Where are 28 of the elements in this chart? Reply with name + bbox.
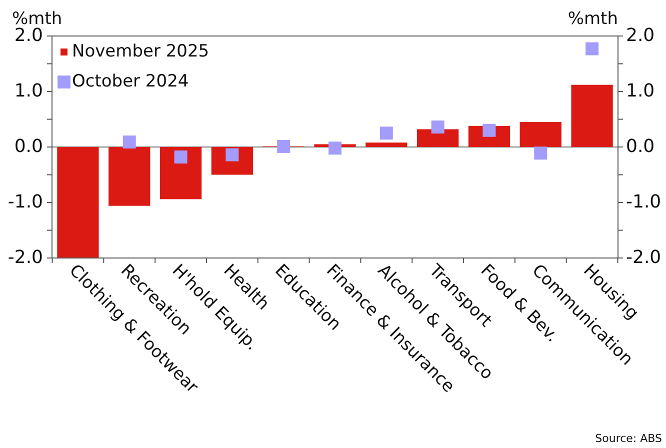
- bar: [416, 129, 459, 147]
- bar: [108, 147, 150, 206]
- point: [534, 146, 548, 160]
- point: [431, 120, 444, 134]
- y-tick-label: 0.0: [14, 136, 43, 157]
- y2-tick-label: 2.0: [626, 24, 655, 46]
- point: [586, 42, 599, 56]
- y2-tick-label: -2.0: [626, 246, 662, 268]
- point: [380, 126, 393, 140]
- point: [328, 142, 342, 155]
- y-tick-label: -2.0: [8, 246, 43, 268]
- bar: [571, 84, 613, 147]
- source-note: Source: ABS: [595, 432, 662, 445]
- y2-tick-label: 1.0: [626, 80, 655, 102]
- y2-tick-label: 0.0: [626, 136, 655, 157]
- bar: [160, 147, 202, 200]
- point: [122, 136, 136, 149]
- y2-axis-title: %mth: [568, 9, 618, 29]
- legend-label: October 2024: [72, 72, 189, 92]
- bar: [366, 142, 408, 147]
- point: [174, 150, 188, 164]
- bar: [520, 122, 562, 147]
- bar: [57, 147, 99, 258]
- y2-tick-label: -1.0: [626, 191, 662, 212]
- y-tick-label: 1.0: [14, 80, 43, 102]
- y-tick-label: -1.0: [8, 191, 43, 212]
- legend-label: November 2025: [72, 42, 210, 62]
- point: [277, 140, 290, 153]
